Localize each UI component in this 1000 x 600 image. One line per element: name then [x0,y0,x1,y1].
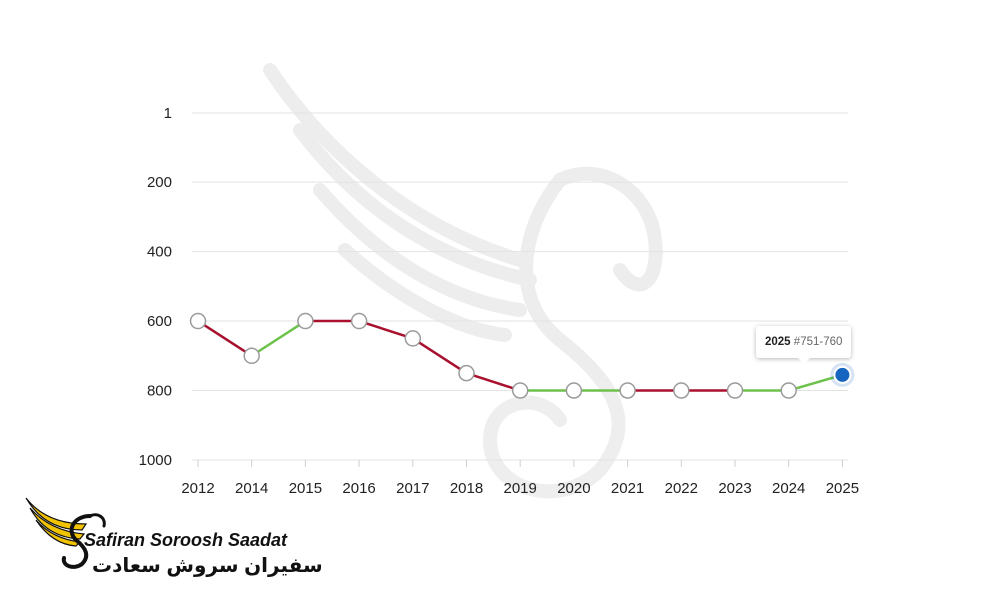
x-tick-label: 2019 [504,480,537,497]
x-tick-label: 2018 [450,480,483,497]
data-point[interactable] [673,382,690,399]
series-segment [465,371,522,392]
y-tick-label: 1000 [139,452,172,469]
data-point[interactable] [243,347,260,365]
x-tick-label: 2022 [665,480,698,497]
y-axis: 1 200 400 600 800 1000 [139,105,172,469]
data-point-highlighted[interactable] [833,365,852,384]
y-tick-label: 800 [147,383,172,400]
series-segment [787,373,844,392]
data-point[interactable] [297,312,314,330]
x-tick-label: 2014 [235,480,268,497]
y-tick-label: 1 [164,105,172,122]
series-line [196,319,844,392]
x-tick-label: 2015 [289,480,322,497]
tooltip-rank: #751-760 [793,336,843,348]
x-tick-label: 2025 [826,480,859,497]
brand-name-english: Safiran Soroosh Saadat [84,530,288,550]
series-segment [411,337,468,375]
tooltip-year: 2025 [765,336,791,348]
brand-name-persian: سفیران سروش سعادت [92,555,323,577]
data-point[interactable] [619,382,636,399]
winged-s-watermark-icon [263,63,663,499]
series-segment [196,319,253,358]
y-tick-label: 600 [147,313,172,330]
x-tick-label: 2016 [342,480,375,497]
x-tick-label: 2023 [718,480,751,497]
x-tick-label: 2020 [557,480,590,497]
data-tooltip: 2025 #751-760 [756,326,852,364]
x-tick-label: 2012 [181,480,214,497]
x-tick-label: 2021 [611,480,644,497]
data-point[interactable] [511,382,529,399]
series-segment [250,319,307,358]
series-segment [357,319,415,340]
data-point[interactable] [404,330,422,347]
data-point[interactable] [780,382,797,399]
series-points [189,312,855,399]
x-tick-label: 2017 [396,480,429,497]
y-tick-label: 400 [147,244,172,261]
x-tick-label: 2024 [772,480,805,497]
data-point[interactable] [565,382,583,399]
data-point[interactable] [458,364,475,382]
data-point[interactable] [189,312,207,330]
y-tick-label: 200 [147,174,172,191]
x-axis: 2012 2014 2015 2016 2017 2018 2019 2020 2021 2022… [181,460,859,497]
data-point[interactable] [726,382,744,399]
winged-s-logo-icon [25,497,106,569]
data-point[interactable] [350,312,368,330]
